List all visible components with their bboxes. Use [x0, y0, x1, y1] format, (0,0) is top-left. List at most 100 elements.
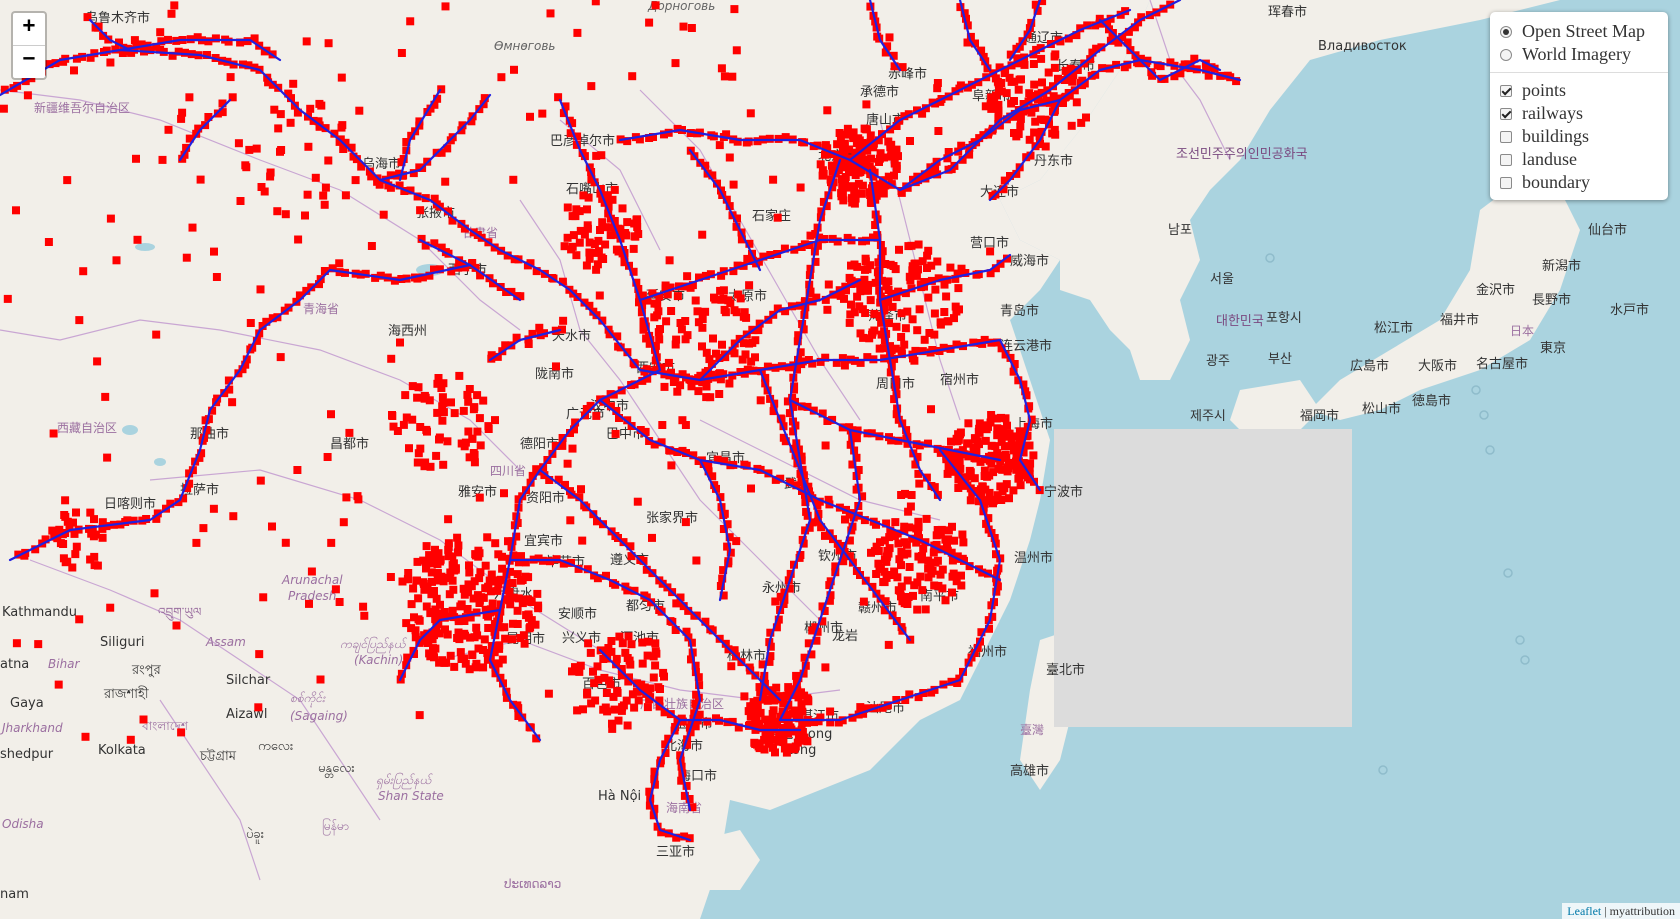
point-marker: [882, 573, 891, 582]
point-marker: [1148, 71, 1157, 80]
overlay-railways[interactable]: railways: [1500, 102, 1658, 125]
point-marker: [816, 357, 825, 366]
point-marker: [228, 93, 237, 102]
point-marker: [866, 296, 875, 305]
label-chittagong: চট্টগ্রাম: [199, 748, 237, 764]
point-marker: [1137, 13, 1146, 22]
label-qinghai: 青海省: [303, 301, 339, 316]
point-marker: [786, 478, 795, 487]
point-marker: [584, 193, 593, 202]
point-marker: [433, 560, 442, 569]
point-marker: [866, 198, 875, 207]
point-marker: [903, 439, 912, 448]
overlay-points[interactable]: points: [1500, 79, 1658, 102]
checkbox-buildings[interactable]: [1500, 130, 1512, 143]
point-marker: [866, 131, 875, 140]
zoom-out-button[interactable]: −: [22, 46, 36, 70]
point-marker: [685, 834, 694, 843]
point-marker: [656, 325, 664, 333]
point-marker: [259, 593, 268, 602]
point-marker: [834, 718, 843, 727]
point-marker: [826, 591, 835, 600]
point-marker: [575, 238, 584, 247]
point-marker: [498, 564, 507, 573]
point-marker: [901, 489, 909, 498]
point-marker: [832, 358, 841, 367]
point-marker: [914, 517, 923, 526]
point-marker: [201, 416, 210, 425]
point-marker: [1156, 62, 1165, 71]
point-marker: [533, 589, 542, 598]
point-marker: [657, 363, 666, 372]
overlay-buildings[interactable]: buildings: [1500, 125, 1658, 148]
point-marker: [244, 61, 253, 70]
point-marker: [924, 564, 933, 573]
point-marker: [858, 492, 867, 501]
point-marker: [559, 559, 568, 568]
point-marker: [193, 33, 202, 42]
point-marker: [551, 442, 560, 450]
point-marker: [745, 281, 754, 290]
overlay-boundary[interactable]: boundary: [1500, 171, 1658, 194]
point-marker: [607, 647, 616, 656]
base-layer-world-imagery[interactable]: World Imagery: [1500, 43, 1658, 66]
base-layer-osm[interactable]: Open Street Map: [1500, 20, 1658, 43]
point-marker: [992, 550, 1000, 559]
leaflet-link[interactable]: Leaflet: [1567, 904, 1602, 918]
point-marker: [583, 221, 592, 230]
point-marker: [1000, 176, 1009, 185]
point-marker: [415, 711, 424, 720]
point-marker: [195, 453, 204, 462]
zoom-in-button[interactable]: +: [13, 13, 45, 46]
point-marker: [630, 586, 639, 595]
point-marker: [744, 137, 753, 146]
point-marker: [503, 251, 512, 260]
point-marker: [178, 108, 187, 117]
point-marker: [878, 247, 887, 256]
radio-osm[interactable]: [1500, 25, 1512, 38]
overlay-landuse[interactable]: landuse: [1500, 148, 1658, 171]
point-marker: [887, 436, 896, 445]
point-marker: [656, 685, 664, 693]
point-marker: [933, 556, 942, 565]
checkbox-landuse[interactable]: [1500, 153, 1512, 166]
point-marker: [590, 178, 599, 187]
point-marker: [808, 626, 817, 635]
point-marker: [817, 207, 826, 216]
point-marker: [422, 602, 431, 611]
railway-line: [818, 338, 1002, 362]
point-marker: [254, 703, 263, 712]
point-marker: [397, 158, 406, 167]
point-marker: [445, 590, 454, 599]
checkbox-railways[interactable]: [1500, 107, 1512, 120]
point-marker: [479, 663, 488, 672]
point-marker: [746, 702, 755, 711]
point-marker: [526, 112, 534, 121]
point-marker: [157, 37, 166, 46]
point-marker: [258, 322, 267, 330]
point-marker: [579, 191, 588, 200]
point-marker: [552, 362, 560, 371]
point-marker: [1092, 44, 1101, 53]
point-marker: [626, 660, 635, 669]
point-marker: [931, 285, 940, 294]
label-siliguri: Siliguri: [100, 635, 145, 650]
point-marker: [438, 393, 447, 402]
radio-world-imagery[interactable]: [1500, 48, 1512, 61]
label-fukuoka: 福岡市: [1300, 408, 1339, 424]
point-marker: [580, 298, 589, 307]
point-marker: [991, 539, 1000, 548]
point-marker: [932, 540, 941, 549]
point-marker: [545, 476, 554, 484]
point-marker: [440, 608, 449, 616]
checkbox-points[interactable]: [1500, 84, 1512, 97]
point-marker: [70, 529, 79, 538]
point-marker: [49, 429, 58, 438]
checkbox-boundary[interactable]: [1500, 176, 1512, 189]
point-marker: [182, 253, 191, 262]
point-marker: [742, 313, 751, 322]
point-marker: [342, 493, 351, 502]
point-marker: [741, 350, 750, 359]
label-south-korea: 대한민국: [1216, 314, 1264, 329]
